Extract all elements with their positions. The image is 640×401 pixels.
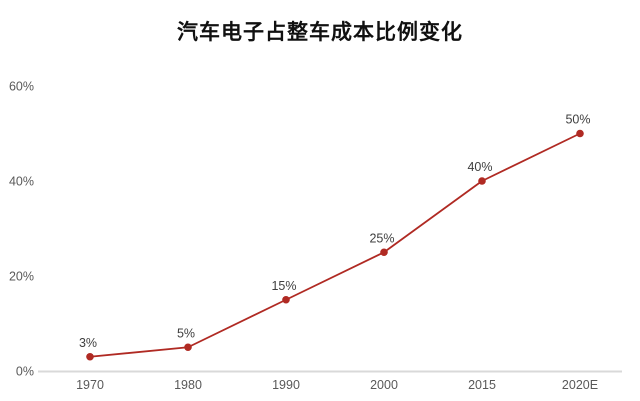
data-point <box>282 295 290 304</box>
x-axis-tick-label: 2020E <box>562 378 598 392</box>
data-point-label: 5% <box>177 326 195 340</box>
series-line <box>89 132 581 358</box>
x-axis-tick-label: 1990 <box>272 378 300 392</box>
data-point-label: 40% <box>467 160 492 174</box>
y-axis-tick-label: 40% <box>9 175 34 189</box>
data-point <box>576 129 584 138</box>
data-point <box>478 177 486 185</box>
data-point-label: 3% <box>79 336 97 350</box>
x-axis-tick-label: 2000 <box>370 378 398 392</box>
y-axis-tick-label: 60% <box>9 80 34 94</box>
data-point-label: 25% <box>369 231 394 245</box>
y-axis-tick-label: 20% <box>9 270 34 284</box>
x-axis-tick-label: 2015 <box>468 378 496 392</box>
x-axis-tick-label: 1970 <box>76 378 104 392</box>
data-point-label: 15% <box>271 279 296 293</box>
data-point <box>184 343 192 352</box>
x-axis-tick-label: 1980 <box>174 378 202 392</box>
data-point <box>86 352 94 361</box>
data-point-label: 50% <box>565 113 590 127</box>
y-axis-tick-label: 0% <box>16 365 34 379</box>
data-point <box>380 248 388 257</box>
chart-title: 汽车电子占整车成本比例变化 <box>177 21 463 44</box>
